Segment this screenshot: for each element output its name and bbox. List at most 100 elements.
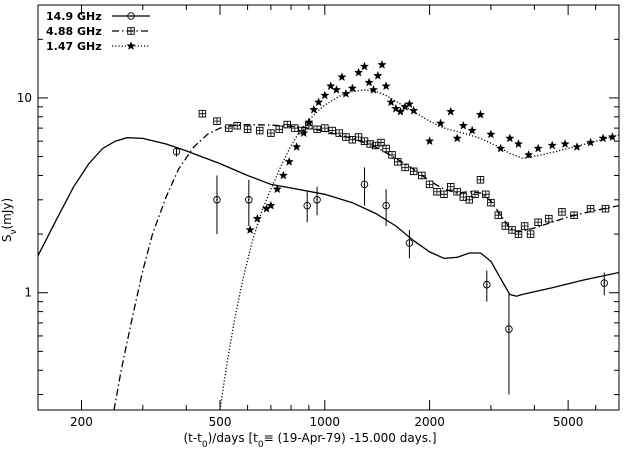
data-point-1-47-ghz-17 [347,83,358,93]
data-point-4-88-ghz-9-cross [291,124,299,132]
data-point-4-88-ghz-37-cross [477,176,484,184]
y-tick-label-10: 10 [17,91,32,105]
model-curve-4-88-ghz [113,123,619,410]
data-point-1-47-ghz-3 [266,200,276,210]
data-point-1-47-ghz-14 [331,84,342,94]
data-point-1-47-ghz-18 [353,67,364,77]
axes-layer: 200 500 1000 2000 5000 1 10 [17,4,619,429]
data-point-1-47-ghz-0 [245,225,255,234]
data-point-1-47-ghz-29 [404,99,415,109]
data-point-1-47-ghz-11 [314,97,324,107]
data-point-4-88-ghz-1-cross [213,117,221,125]
data-point-4-88-ghz-15-cross [335,129,343,137]
legend: 14.9 GHz 4.88 GHz 1.47 GHz [46,10,150,53]
data-point-1-47-ghz-44 [547,140,557,150]
y-axis-label: Sν(mJy) [0,198,19,242]
data-point-1-47-ghz-19 [359,61,370,71]
data-point-1-47-ghz-32 [435,118,446,128]
data-point-1-47-ghz-9 [304,117,314,127]
data-point-1-47-ghz-24 [381,81,391,91]
legend-marker-4-88-ghz-cross [127,27,135,35]
data-point-14-9-ghz-1-center [216,198,218,201]
data-point-1-47-ghz-4 [272,184,282,194]
marks-layer [38,59,619,410]
data-point-1-47-ghz-23 [377,59,387,69]
data-point-4-88-ghz-8-cross [283,121,291,128]
data-point-1-47-ghz-15 [337,72,347,81]
data-point-4-88-ghz-24-cross [388,151,396,159]
legend-label-14-9-ghz: 14.9 GHz [46,10,102,23]
data-point-4-88-ghz-5-cross [256,127,263,134]
data-point-1-47-ghz-49 [607,132,618,141]
data-point-14-9-ghz-7 [405,239,414,247]
data-point-4-88-ghz-31-cross [440,191,448,198]
data-point-14-9-ghz-7-center [408,242,411,244]
data-point-14-9-ghz-5 [360,180,369,189]
model-curve-1-47-ghz [219,89,619,410]
legend-marker-14-9-ghz-center [130,15,132,17]
data-point-4-88-ghz-43-cross [515,230,522,238]
data-point-1-47-ghz-22 [373,70,383,80]
data-point-1-47-ghz-26 [391,103,401,113]
data-point-4-88-ghz-35-cross [465,196,473,204]
legend-marker-1-47-ghz [126,41,136,50]
data-point-4-88-ghz-7-cross [275,126,283,133]
data-point-4-88-ghz-46-cross [534,218,542,226]
data-point-1-47-ghz-38 [486,129,496,139]
data-point-4-88-ghz-25-cross [394,158,402,166]
data-point-4-88-ghz-17-cross [349,136,356,144]
data-point-14-9-ghz-3 [303,201,311,210]
data-point-14-9-ghz-0-center [175,150,178,153]
data-point-1-47-ghz-35 [458,120,468,130]
data-point-14-9-ghz-9-center [508,328,510,330]
data-point-1-47-ghz-41 [513,139,524,148]
data-point-1-47-ghz-10 [309,104,319,114]
data-point-4-88-ghz-48-cross [558,208,566,216]
series-1-47-ghz [219,59,619,410]
data-point-4-88-ghz-42-cross [508,226,516,234]
data-point-14-9-ghz-2 [245,196,253,204]
data-point-1-47-ghz-20 [364,77,374,87]
data-point-1-47-ghz-48 [598,133,608,143]
data-point-4-88-ghz-18-cross [355,133,362,141]
data-point-1-47-ghz-5 [278,170,288,180]
data-point-4-88-ghz-38-cross [482,191,490,198]
data-point-4-88-ghz-33-cross [453,188,461,196]
data-point-1-47-ghz-25 [386,97,396,107]
data-point-1-47-ghz-36 [467,125,477,135]
data-point-14-9-ghz-1 [213,196,221,204]
x-tick-label-500: 500 [209,415,232,429]
series-4-88-ghz [113,109,619,410]
data-point-1-47-ghz-37 [475,109,486,119]
data-point-4-88-ghz-51-cross [602,205,609,213]
data-point-4-88-ghz-47-cross [545,215,553,222]
data-point-4-88-ghz-14-cross [328,127,336,134]
model-curve-14-9-ghz [38,137,619,297]
plot-frame [37,4,620,411]
x-tick-label-1000: 1000 [310,415,341,429]
data-point-14-9-ghz-4 [313,196,321,204]
data-point-1-47-ghz-40 [505,133,515,143]
data-point-14-9-ghz-9 [505,325,513,333]
data-point-14-9-ghz-0 [172,147,181,156]
data-point-4-88-ghz-36-cross [471,191,479,198]
data-point-4-88-ghz-6-cross [267,129,275,137]
data-point-1-47-ghz-46 [572,142,582,151]
data-point-4-88-ghz-27-cross [410,168,417,175]
data-point-4-88-ghz-44-cross [521,222,528,230]
data-point-14-9-ghz-10-center [603,282,606,284]
data-point-4-88-ghz-49-cross [570,211,578,219]
data-point-4-88-ghz-26-cross [401,164,409,171]
data-point-1-47-ghz-7 [292,142,302,151]
legend-label-1-47-ghz: 1.47 GHz [46,40,102,53]
data-point-4-88-ghz-32-cross [447,183,455,191]
data-point-14-9-ghz-3-center [306,204,308,207]
data-point-4-88-ghz-22-cross [377,139,385,146]
data-point-1-47-ghz-8 [299,128,309,138]
data-point-4-88-ghz-13-cross [321,124,329,132]
data-point-1-47-ghz-12 [320,90,330,100]
data-point-4-88-ghz-12-cross [313,126,321,133]
x-tick-label-5000: 5000 [553,415,584,429]
x-tick-label-200: 200 [70,415,93,429]
